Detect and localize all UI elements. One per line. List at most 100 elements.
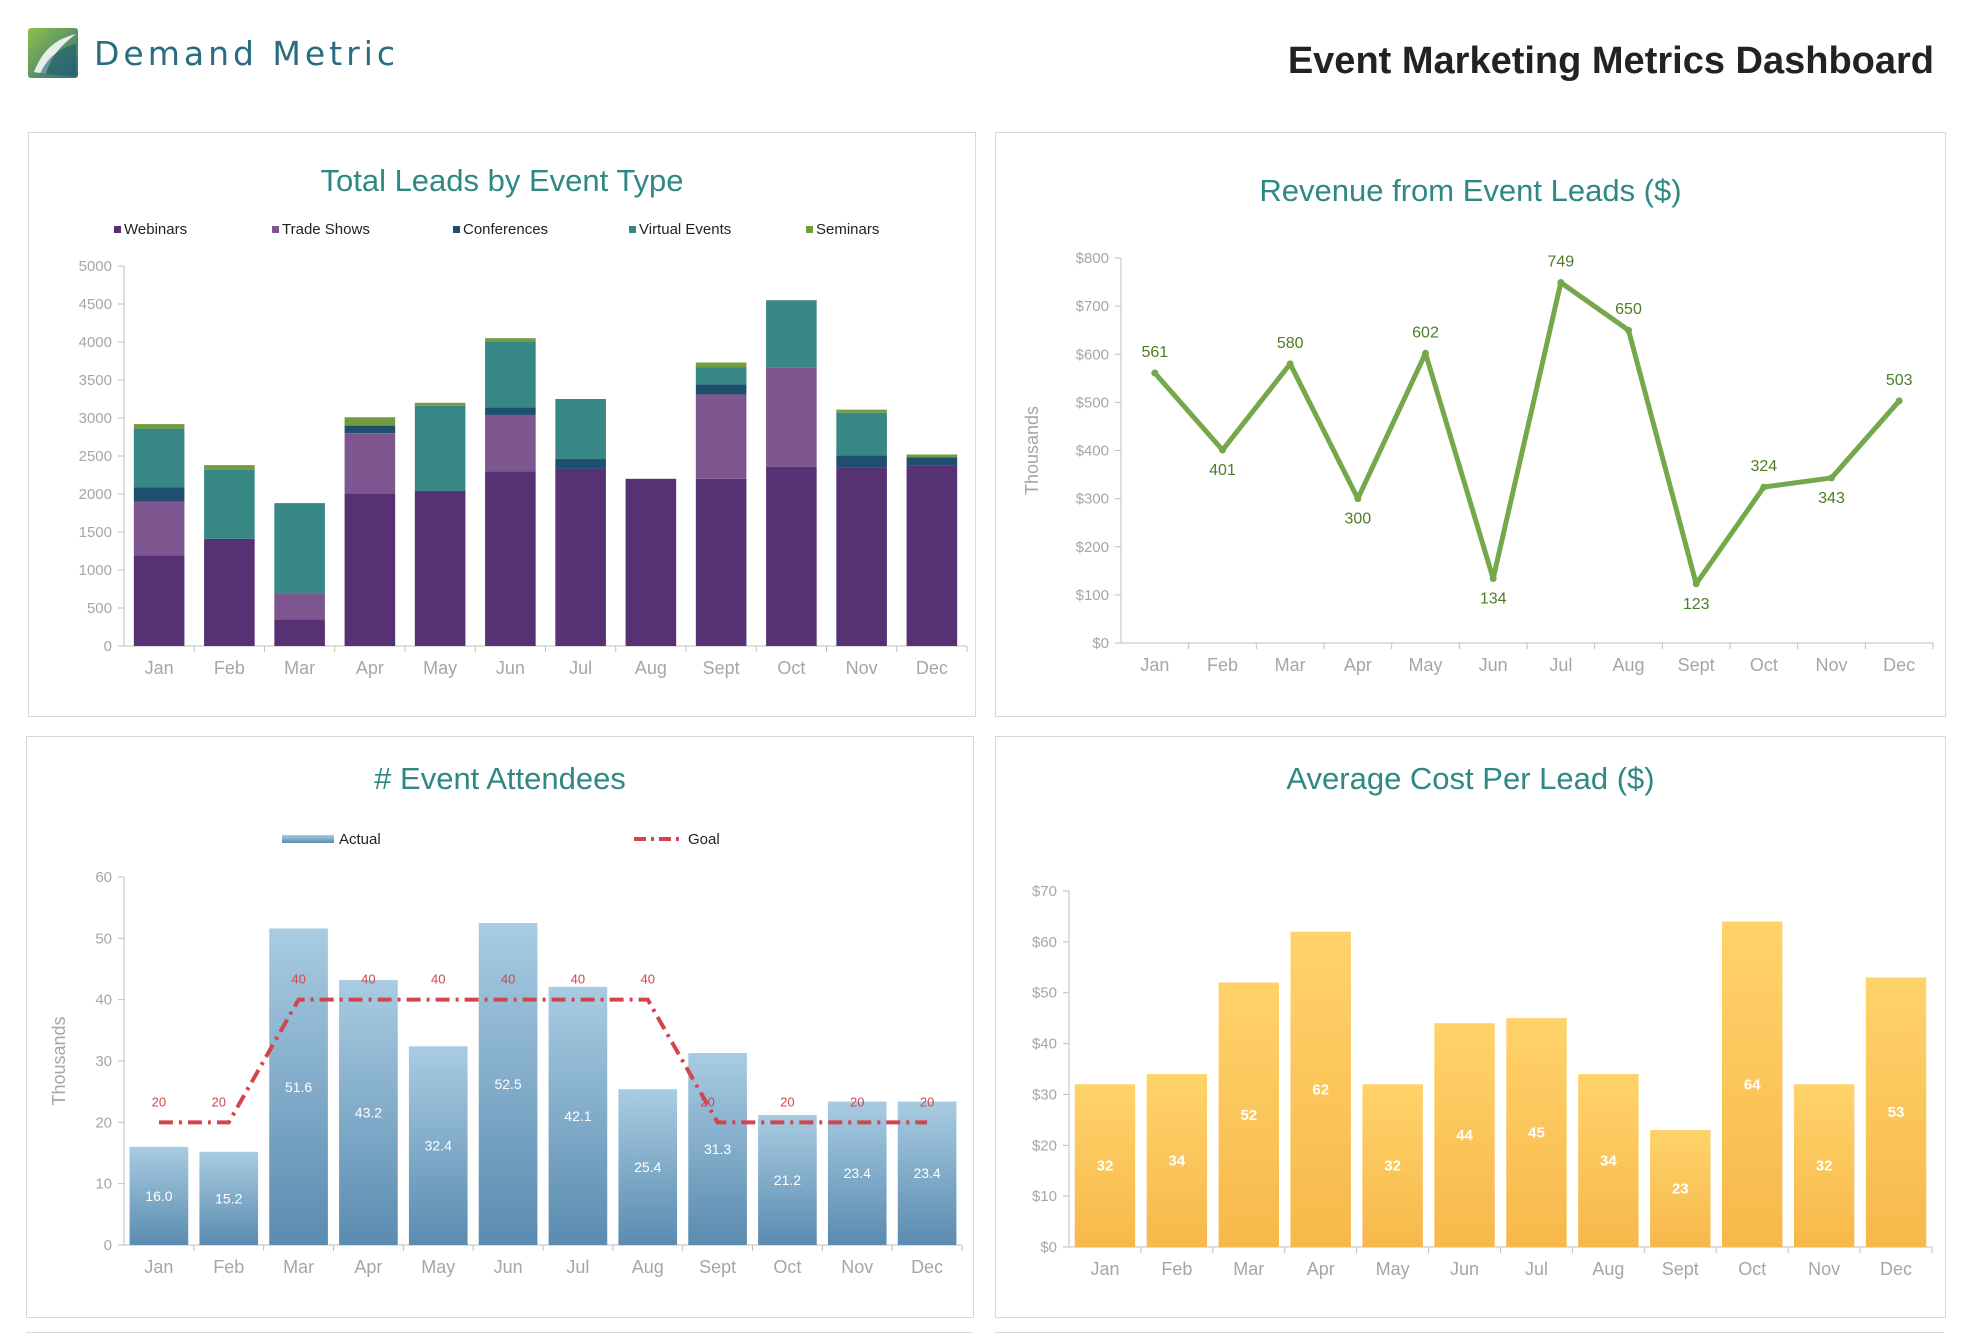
- legend-label-actual: Actual: [339, 831, 381, 848]
- y-tick-label: $0: [1092, 635, 1109, 652]
- y-tick-label: 4000: [79, 334, 112, 351]
- revenue-point: [1422, 349, 1429, 357]
- revenue-data-label: 324: [1750, 458, 1777, 475]
- bar-conferences: [836, 455, 887, 468]
- brand-logo: Demand Metric: [26, 26, 399, 80]
- x-tick-label: Feb: [213, 1257, 244, 1277]
- bar-virtual-events: [836, 412, 887, 456]
- cost-data-label: 52: [1240, 1107, 1257, 1124]
- y-tick-label: 2000: [79, 486, 112, 503]
- logo-mark-icon: [28, 28, 78, 78]
- x-tick-label: Aug: [1592, 1259, 1624, 1279]
- revenue-data-label: 503: [1886, 372, 1913, 389]
- legend-label-seminars: Seminars: [816, 221, 879, 238]
- bar-webinars: [555, 468, 606, 646]
- x-tick-label: Nov: [846, 658, 878, 678]
- revenue-point: [1151, 369, 1159, 377]
- x-tick-label: Apr: [356, 658, 384, 678]
- bar-trade-shows: [695, 394, 747, 479]
- bar-virtual-events: [695, 367, 747, 385]
- bar-actual: [269, 928, 328, 1245]
- actual-data-label: 32.4: [425, 1138, 452, 1154]
- y-tick-label: $100: [1076, 587, 1109, 604]
- legend-swatch-actual: [282, 835, 334, 843]
- bar-cost-per-lead: [1722, 921, 1783, 1247]
- y-tick-label: 2500: [79, 448, 112, 465]
- bar-cost-per-lead: [1146, 1074, 1208, 1247]
- y-tick-label: $500: [1076, 394, 1109, 411]
- goal-data-label: 20: [152, 1094, 166, 1109]
- chart-title-cost-per-lead: Average Cost Per Lead ($): [1286, 761, 1655, 796]
- x-tick-label: Aug: [632, 1257, 664, 1277]
- cost-data-label: 23: [1672, 1181, 1689, 1198]
- legend-label-trade-shows: Trade Shows: [282, 221, 370, 238]
- bar-seminars: [695, 362, 747, 368]
- bar-virtual-events: [204, 469, 255, 539]
- bar-cost-per-lead: [1793, 1084, 1855, 1247]
- bar-webinars: [274, 619, 325, 646]
- x-tick-label: Jul: [569, 658, 592, 678]
- bar-cost-per-lead: [1290, 931, 1351, 1247]
- goal-data-label: 20: [920, 1094, 934, 1109]
- bar-actual: [478, 923, 538, 1245]
- x-tick-label: Feb: [214, 658, 245, 678]
- y-tick-label: 0: [104, 1237, 112, 1254]
- x-tick-label: May: [1408, 655, 1442, 675]
- bar-conferences: [133, 487, 185, 502]
- x-tick-label: Nov: [1808, 1259, 1840, 1279]
- bar-webinars: [836, 467, 887, 646]
- bar-actual: [129, 1146, 189, 1245]
- y-tick-label: $600: [1076, 346, 1109, 363]
- y-tick-label: 1500: [79, 524, 112, 541]
- revenue-line: [1152, 280, 1902, 587]
- panel-revenue: Revenue from Event Leads ($) $0 $100 $200 $…: [995, 132, 1946, 717]
- x-tick-label: Apr: [354, 1257, 382, 1277]
- y-tick-label: $20: [1032, 1137, 1057, 1154]
- bar-webinars: [344, 493, 396, 646]
- bar-webinars: [133, 555, 185, 646]
- revenue-point: [1219, 446, 1226, 454]
- goal-data-label: 20: [212, 1094, 226, 1109]
- x-tick-label: May: [423, 658, 457, 678]
- page-title: Event Marketing Metrics Dashboard: [1287, 40, 1934, 82]
- panel-attendees: # Event Attendees Actual Goal 0 10 20 30 40 50 6…: [26, 736, 974, 1318]
- actual-data-label: 23.4: [844, 1165, 871, 1181]
- y-tick-label: $50: [1032, 985, 1057, 1002]
- y-tick-label: $30: [1032, 1086, 1057, 1103]
- goal-data-label: 40: [291, 972, 305, 987]
- actual-data-label: 15.2: [215, 1190, 242, 1206]
- x-tick-label: Feb: [1207, 655, 1238, 675]
- y-axis-label: Thousands: [1022, 406, 1042, 495]
- cost-data-label: 64: [1744, 1076, 1761, 1093]
- y-axis-label: Thousands: [49, 1016, 69, 1105]
- y-tick-label: 30: [95, 1053, 112, 1070]
- bar-actual: [408, 1046, 468, 1245]
- bar-webinars: [625, 478, 677, 646]
- bar-seminars: [204, 465, 255, 470]
- y-tick-label: $70: [1032, 883, 1057, 900]
- x-tick-label: Feb: [1161, 1259, 1192, 1279]
- x-tick-label: Mar: [1233, 1259, 1264, 1279]
- legend-label-virtual-events: Virtual Events: [639, 221, 731, 238]
- actual-data-label: 16.0: [145, 1188, 172, 1204]
- revenue-point: [1625, 326, 1632, 334]
- cost-data-label: 32: [1097, 1158, 1114, 1175]
- legend-label-webinars: Webinars: [124, 221, 187, 238]
- x-tick-label: Jan: [1090, 1259, 1119, 1279]
- cost-data-label: 32: [1816, 1158, 1833, 1175]
- x-tick-label: Jul: [1549, 655, 1572, 675]
- legend-swatch-webinars: [114, 226, 121, 233]
- cost-data-label: 44: [1456, 1127, 1473, 1144]
- y-tick-label: 10: [95, 1176, 112, 1193]
- actual-data-label: 25.4: [634, 1159, 661, 1175]
- bar-virtual-events: [555, 399, 606, 460]
- revenue-point: [1828, 474, 1835, 482]
- x-tick-label: Dec: [1880, 1259, 1912, 1279]
- x-tick-label: May: [421, 1257, 455, 1277]
- cost-data-label: 62: [1312, 1081, 1329, 1098]
- goal-data-label: 40: [431, 972, 445, 987]
- legend-swatch-seminars: [806, 226, 813, 233]
- chart-title-attendees: # Event Attendees: [374, 761, 626, 796]
- y-tick-label: 0: [104, 638, 112, 655]
- x-tick-label: Oct: [773, 1257, 801, 1277]
